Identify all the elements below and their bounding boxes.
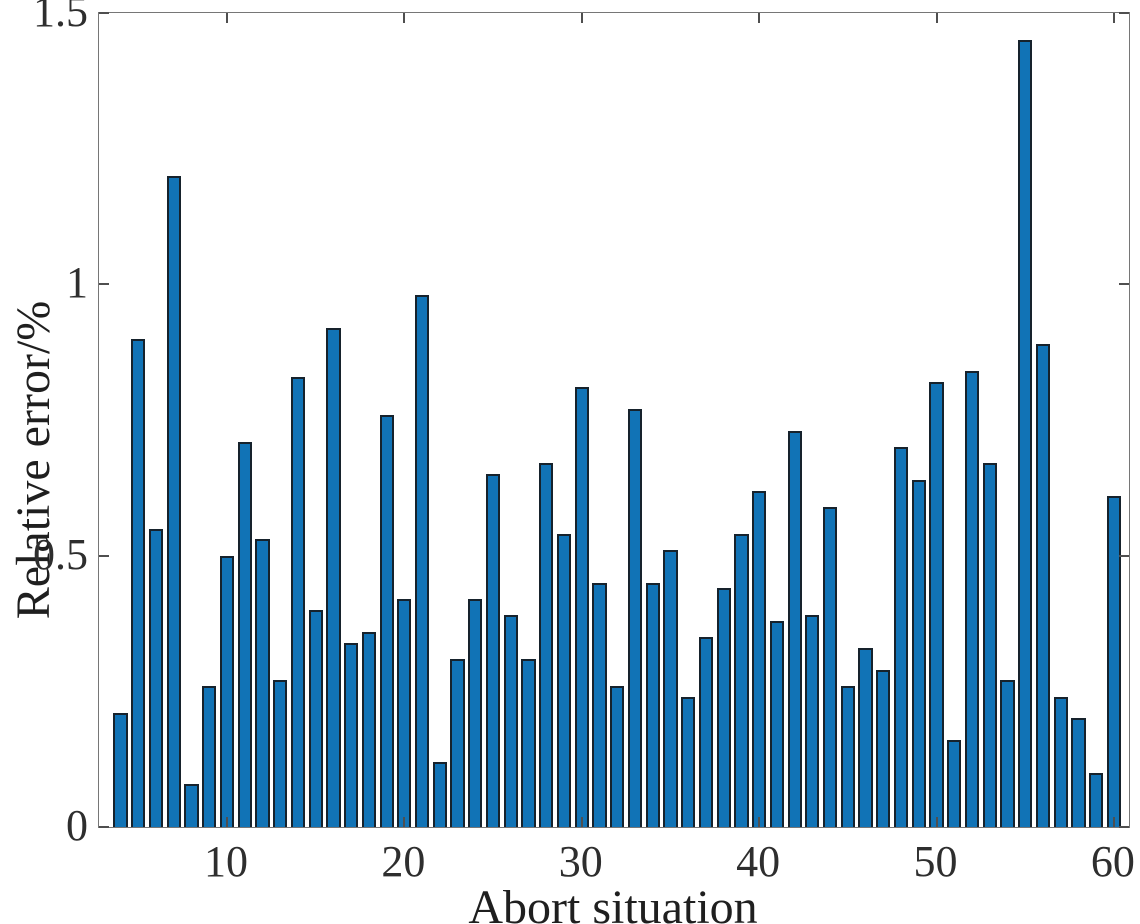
bar (1018, 40, 1033, 827)
y-axis-tick (1119, 283, 1129, 286)
bar (503, 615, 518, 827)
bar (184, 783, 199, 827)
bar (805, 615, 820, 827)
y-axis-tick-label: 1 (66, 258, 88, 308)
x-axis-tick (225, 13, 228, 23)
bar (361, 631, 376, 827)
x-axis-tick (403, 817, 406, 827)
bar (858, 647, 873, 827)
bar (308, 609, 323, 827)
x-axis-tick (1112, 817, 1115, 827)
bar (610, 685, 625, 827)
y-axis-tick (99, 554, 109, 557)
bar (344, 642, 359, 827)
bar (450, 658, 465, 827)
bar (964, 371, 980, 827)
bar (823, 506, 838, 827)
bar (574, 387, 589, 827)
bar (592, 582, 607, 827)
bar (947, 740, 962, 827)
bar (379, 414, 394, 827)
x-axis-tick (225, 817, 228, 827)
x-axis-tick-label: 10 (203, 837, 248, 886)
bar (255, 539, 270, 827)
x-axis-tick-label: 30 (558, 837, 603, 886)
bar (1071, 718, 1086, 827)
bar (929, 382, 944, 827)
bar (752, 490, 767, 827)
y-axis-title: Relative error/% (7, 300, 60, 620)
bar (521, 658, 536, 827)
bar (840, 685, 855, 827)
bar (734, 533, 749, 827)
y-axis-tick-label: 0 (66, 801, 88, 850)
x-axis-tick (580, 13, 583, 23)
x-axis-tick (403, 13, 406, 23)
bar (982, 463, 997, 827)
bar (273, 680, 288, 827)
y-axis-tick-label: 0.5 (33, 529, 88, 579)
y-axis-tick (99, 283, 109, 286)
y-axis-tick (99, 826, 109, 828)
x-axis-tick (580, 817, 583, 827)
plot-area (98, 12, 1130, 828)
x-axis-tick-label: 60 (1090, 837, 1135, 886)
y-axis-tick (1119, 554, 1129, 557)
bar (893, 447, 909, 827)
x-axis-tick (1112, 13, 1115, 23)
bar (415, 295, 430, 827)
bar (645, 582, 660, 827)
bar (485, 474, 501, 827)
bar (1053, 696, 1068, 827)
y-axis-tick (1119, 12, 1129, 14)
bar (202, 685, 217, 827)
bar (627, 409, 643, 827)
bar (148, 528, 164, 827)
y-axis-tick (99, 12, 109, 14)
bar (787, 430, 802, 827)
bar (432, 761, 447, 827)
bar (468, 599, 483, 827)
bar (1106, 495, 1121, 827)
bar (1089, 772, 1104, 827)
bar (539, 463, 554, 827)
bar (876, 669, 891, 827)
y-axis-tick-label: 1.5 (33, 0, 88, 36)
bar (237, 441, 252, 827)
bar (681, 696, 696, 827)
bar (131, 338, 146, 827)
bar (113, 713, 128, 827)
bar (1035, 344, 1051, 827)
x-axis-title: Abort situation (468, 881, 758, 924)
x-axis-tick (935, 817, 938, 827)
bar (716, 588, 731, 827)
bar (663, 550, 678, 827)
bar (698, 637, 714, 827)
bar (326, 327, 341, 827)
y-axis-tick (1119, 826, 1129, 828)
bar (219, 555, 235, 827)
bar (166, 175, 181, 827)
x-axis-tick (758, 13, 761, 23)
bar (556, 533, 572, 827)
bar (397, 599, 412, 827)
x-axis-tick (758, 817, 761, 827)
bar (769, 620, 784, 827)
bar (911, 479, 926, 827)
x-axis-tick-label: 40 (736, 837, 781, 886)
bar (1000, 680, 1015, 827)
bar (290, 376, 306, 827)
x-axis-tick-label: 50 (913, 837, 958, 886)
x-axis-tick-label: 20 (381, 837, 426, 886)
x-axis-tick (935, 13, 938, 23)
